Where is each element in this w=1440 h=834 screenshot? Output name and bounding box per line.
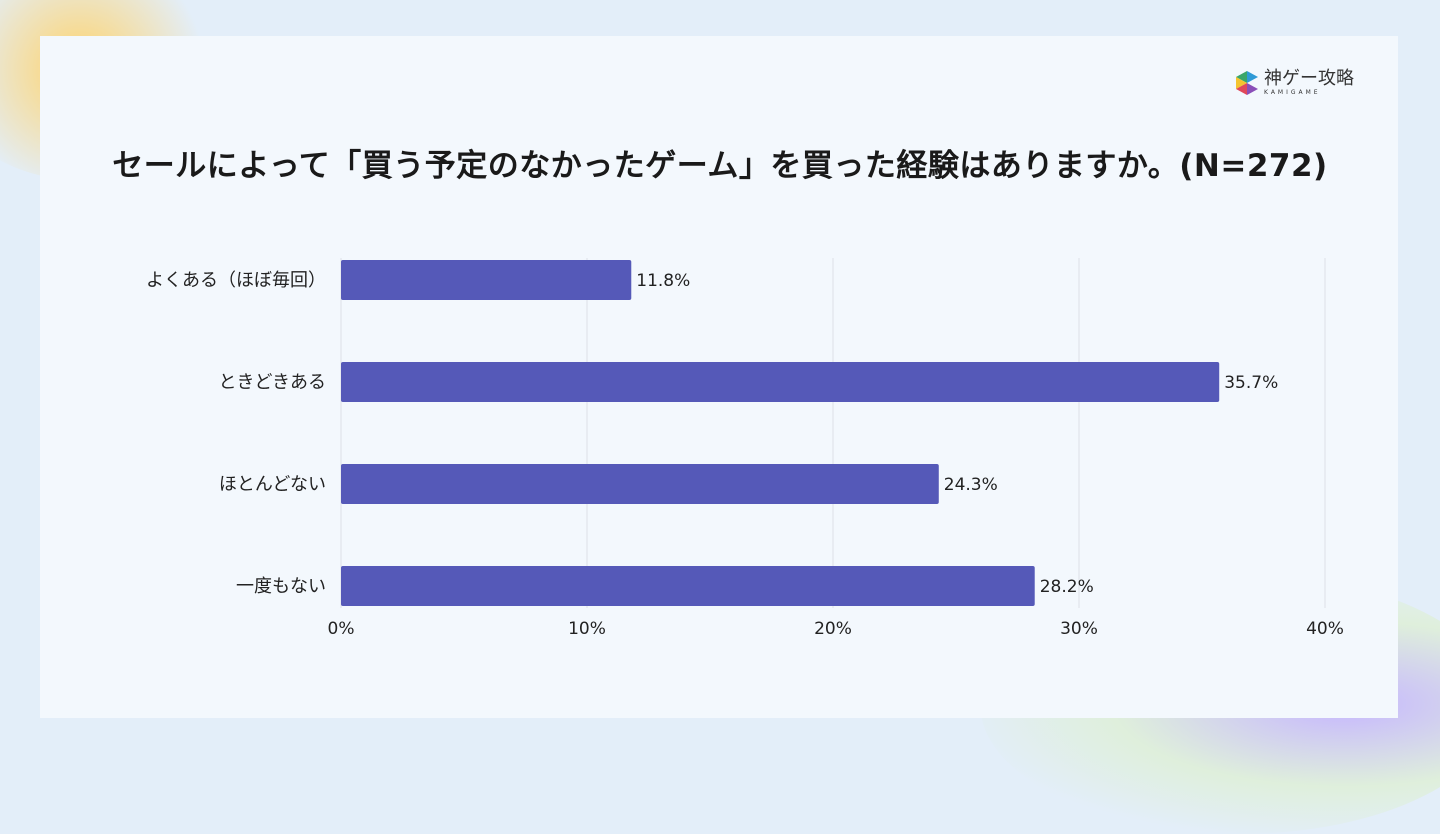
x-tick-label: 30% (1060, 619, 1098, 639)
logo-text: 神ゲー攻略 (1264, 68, 1354, 89)
x-tick-label: 10% (568, 619, 606, 639)
x-tick-label: 20% (814, 619, 852, 639)
category-label: ときどきある (219, 372, 326, 393)
x-tick-label: 40% (1306, 619, 1344, 639)
x-tick-label: 0% (328, 619, 355, 639)
logo-icon (1236, 71, 1258, 95)
data-label: 11.8% (636, 271, 690, 291)
chart-title: セールによって「買う予定のなかったゲーム」を買った経験はありますか。(N=272… (112, 148, 1328, 184)
bar (341, 362, 1220, 402)
bar (341, 464, 939, 504)
logo: 神ゲー攻略 KAMIGAME (1236, 70, 1354, 96)
category-label: 一度もない (236, 576, 326, 597)
data-label: 35.7% (1224, 373, 1278, 393)
data-label: 24.3% (944, 475, 998, 495)
bar (341, 566, 1035, 606)
category-label: ほとんどない (219, 474, 326, 495)
bar (341, 260, 632, 300)
bar-chart: 0% 10% 20% 30% 40% よくある（ほぼ毎回） 11.8% ときどきある 35.7%… (146, 258, 1344, 639)
data-label: 28.2% (1040, 577, 1094, 597)
logo-subtext: KAMIGAME (1264, 89, 1321, 96)
category-label: よくある（ほぼ毎回） (146, 270, 326, 291)
